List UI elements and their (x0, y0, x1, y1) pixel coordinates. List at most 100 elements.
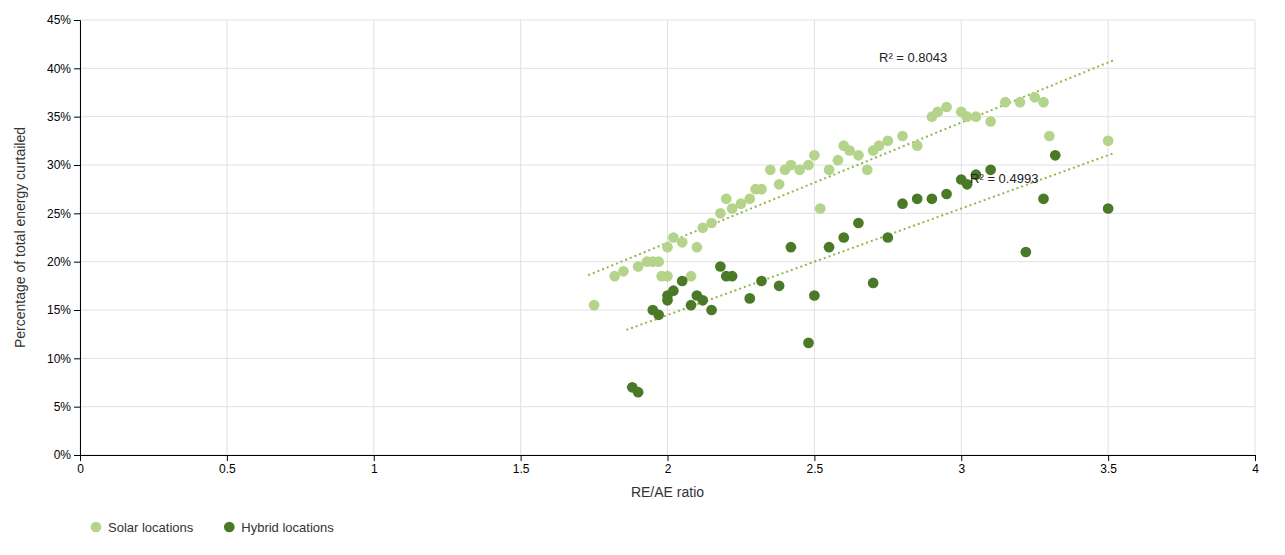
legend-label: Hybrid locations (241, 520, 334, 535)
point (1000, 97, 1011, 108)
point (1050, 150, 1061, 161)
x-tick-mark (374, 455, 375, 461)
point (677, 237, 688, 248)
x-tick: 1 (371, 455, 378, 476)
grid (80, 20, 1255, 455)
chart-container: 00.511.522.533.540%5%10%15%20%25%30%35%4… (0, 0, 1285, 555)
point (838, 232, 849, 243)
y-tick: 10% (47, 352, 80, 366)
y-tick-mark (74, 213, 80, 214)
legend-swatch (224, 522, 235, 533)
point (897, 131, 908, 142)
point (1015, 97, 1026, 108)
x-tick-label: 2 (665, 462, 672, 476)
point (706, 305, 717, 316)
grid-line-x (667, 20, 668, 455)
point (1021, 247, 1032, 258)
scatter-series (589, 92, 1114, 311)
point (677, 276, 688, 287)
y-tick-mark (74, 20, 80, 21)
point (653, 309, 664, 320)
annotation: R² = 0.4993 (970, 171, 1038, 186)
point (662, 271, 673, 282)
x-tick-mark (961, 455, 962, 461)
point (786, 242, 797, 253)
y-tick-label: 10% (47, 352, 71, 366)
plot: 00.511.522.533.540%5%10%15%20%25%30%35%4… (12, 13, 1259, 500)
y-tick-label: 0% (54, 448, 72, 462)
x-tick: 0.5 (219, 455, 236, 476)
point (765, 164, 776, 175)
y-tick-label: 15% (47, 303, 71, 317)
point (882, 135, 893, 146)
x-tick: 3.5 (1100, 455, 1117, 476)
point (868, 278, 879, 289)
point (809, 290, 820, 301)
y-tick: 15% (47, 303, 80, 317)
grid-line-x (1108, 20, 1109, 455)
y-tick: 40% (47, 62, 80, 76)
y-tick-label: 25% (47, 207, 71, 221)
x-tick-mark (1255, 455, 1256, 461)
x-axis: 00.511.522.533.54 (77, 455, 1259, 476)
point (774, 280, 785, 291)
y-tick-mark (74, 262, 80, 263)
point (927, 193, 938, 204)
point (756, 276, 767, 287)
x-tick: 4 (1252, 455, 1259, 476)
x-tick-mark (814, 455, 815, 461)
point (692, 242, 703, 253)
point (803, 338, 814, 349)
point (1038, 193, 1049, 204)
y-axis-line (74, 21, 81, 456)
y-tick: 25% (47, 207, 80, 221)
y-tick-label: 35% (47, 110, 71, 124)
point (589, 300, 600, 311)
y-tick-label: 5% (54, 400, 72, 414)
point (715, 208, 726, 219)
point (721, 193, 732, 204)
y-tick-mark (74, 165, 80, 166)
y-axis-title: Percentage of total energy curtailed (12, 127, 28, 348)
point (912, 140, 923, 151)
y-tick: 20% (47, 255, 80, 269)
y-tick-label: 45% (47, 13, 71, 27)
trendline (588, 60, 1114, 275)
legend-item: Hybrid locations (224, 520, 334, 535)
grid-line-x (373, 20, 374, 455)
point (653, 256, 664, 267)
point (941, 189, 952, 200)
x-tick-mark (668, 455, 669, 461)
y-tick-mark (74, 358, 80, 359)
point (697, 295, 708, 306)
point (744, 293, 755, 304)
x-tick: 2 (665, 455, 672, 476)
y-tick-label: 30% (47, 158, 71, 172)
point (727, 271, 738, 282)
grid-line-x (520, 20, 521, 455)
trendline (626, 153, 1114, 330)
grid-line-x (961, 20, 962, 455)
point (715, 261, 726, 272)
point (1038, 97, 1049, 108)
point (897, 198, 908, 209)
x-axis-title: RE/AE ratio (631, 484, 704, 500)
point (774, 179, 785, 190)
x-tick: 0 (77, 455, 84, 476)
x-axis-line (81, 456, 1256, 462)
point (662, 242, 673, 253)
x-tick-label: 0.5 (219, 462, 236, 476)
point (815, 203, 826, 214)
grid-line-x (814, 20, 815, 455)
point (668, 285, 679, 296)
point (833, 155, 844, 166)
x-tick: 3 (958, 455, 965, 476)
x-tick-label: 4 (1252, 462, 1259, 476)
point (853, 150, 864, 161)
y-tick: 30% (47, 158, 80, 172)
y-tick: 0% (54, 448, 80, 462)
point (633, 387, 644, 398)
point (686, 300, 697, 311)
x-tick-mark (1108, 455, 1109, 461)
point (756, 184, 767, 195)
